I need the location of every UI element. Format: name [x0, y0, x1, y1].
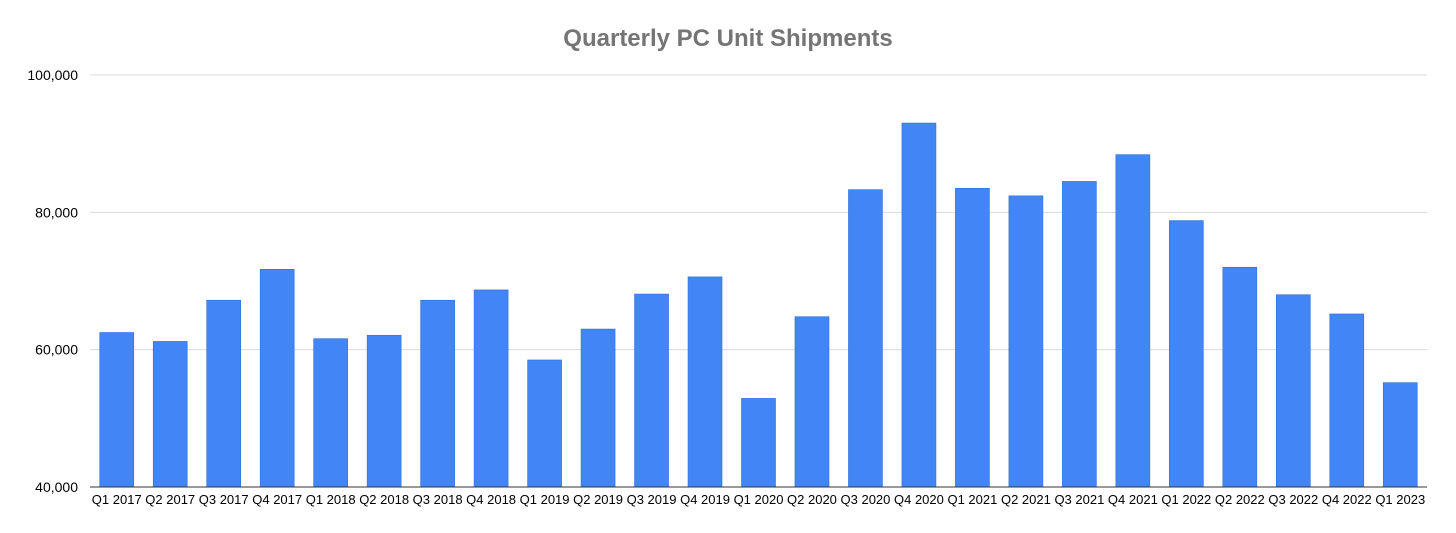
- bar: [473, 289, 509, 488]
- x-category-label: Q4 2022: [1322, 492, 1372, 507]
- x-category-label: Q3 2018: [413, 492, 463, 507]
- x-category-label: Q1 2020: [734, 492, 784, 507]
- x-category-label: Q4 2018: [466, 492, 516, 507]
- x-category-label: Q1 2021: [947, 492, 997, 507]
- x-category-label: Q4 2021: [1108, 492, 1158, 507]
- bar: [1115, 154, 1151, 488]
- bar: [313, 338, 348, 488]
- x-category-label: Q1 2017: [92, 492, 142, 507]
- x-category-label: Q4 2020: [894, 492, 944, 507]
- y-tick-label: 80,000: [35, 204, 78, 220]
- y-tick-label: 60,000: [35, 342, 78, 358]
- bar: [206, 299, 241, 488]
- chart-title: Quarterly PC Unit Shipments: [563, 25, 892, 52]
- bar: [687, 276, 723, 488]
- bar: [99, 332, 135, 488]
- x-category-label: Q3 2021: [1054, 492, 1104, 507]
- bar: [955, 188, 990, 488]
- bar: [1276, 294, 1311, 488]
- bar: [1329, 313, 1365, 488]
- x-category-label: Q4 2019: [680, 492, 730, 507]
- x-category-label: Q3 2020: [841, 492, 891, 507]
- bar: [527, 359, 562, 488]
- bar: [420, 299, 455, 488]
- x-category-label: Q1 2019: [520, 492, 570, 507]
- x-category-label: Q2 2019: [573, 492, 623, 507]
- bar: [901, 122, 937, 488]
- bar: [1008, 195, 1044, 488]
- bar: [1169, 220, 1204, 488]
- bars: [99, 122, 1418, 488]
- x-category-label: Q2 2018: [359, 492, 409, 507]
- x-axis-category-labels: Q1 2017 Q2 2017 Q3 2017 Q4 2017 Q1 2018 Q2 20…: [92, 492, 1425, 507]
- x-category-label: Q2 2021: [1001, 492, 1051, 507]
- x-category-label: Q3 2022: [1268, 492, 1318, 507]
- gridlines: [90, 74, 1427, 351]
- bar: [152, 341, 188, 488]
- x-category-label: Q3 2019: [627, 492, 677, 507]
- x-category-label: Q2 2017: [145, 492, 195, 507]
- x-category-label: Q4 2017: [252, 492, 302, 507]
- x-category-label: Q1 2018: [306, 492, 356, 507]
- bar: [1062, 181, 1097, 488]
- bar: [634, 293, 669, 488]
- x-category-label: Q1 2023: [1375, 492, 1425, 507]
- bar: [1382, 382, 1418, 488]
- y-axis-tick-labels: 40,000 60,000 80,000 100,000: [27, 67, 78, 495]
- x-category-label: Q2 2022: [1215, 492, 1265, 507]
- x-category-label: Q1 2022: [1161, 492, 1211, 507]
- x-category-label: Q3 2017: [199, 492, 249, 507]
- bar: [1222, 266, 1258, 488]
- bar: [741, 398, 776, 488]
- bar: [580, 328, 616, 488]
- y-tick-label: 100,000: [27, 67, 78, 83]
- bar: [259, 269, 295, 488]
- bar: [794, 316, 830, 488]
- bar: [366, 334, 402, 488]
- bar: [848, 189, 883, 488]
- y-tick-label: 40,000: [35, 479, 78, 495]
- x-category-label: Q2 2020: [787, 492, 837, 507]
